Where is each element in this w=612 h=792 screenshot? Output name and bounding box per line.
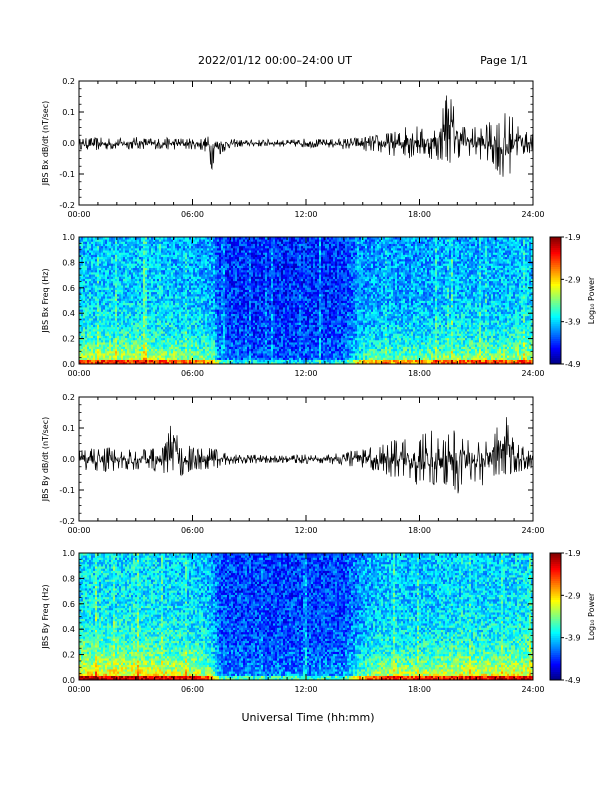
colorbar: -1.9 -2.9 -3.9 -4.9 Log₁₀ Power — [550, 549, 596, 685]
y-axis-label: JBS Bx dB/dt (nT/sec) — [41, 101, 50, 187]
y-tick-label: 0.0 — [62, 139, 75, 148]
page-title: 2022/01/12 00:00–24:00 UT — [198, 54, 352, 67]
page-number: Page 1/1 — [480, 54, 528, 67]
colorbar-tick-label: -4.9 — [565, 360, 581, 369]
y-tick-label: 0.8 — [62, 258, 75, 267]
y-tick-label: 0.2 — [62, 651, 75, 660]
x-axis-label: Universal Time (hh:mm) — [242, 711, 375, 724]
colorbar-tick-label: -2.9 — [565, 275, 581, 284]
x-tick-label: 00:00 — [67, 526, 90, 535]
x-tick-label: 06:00 — [181, 210, 204, 219]
y-tick-label: 0.1 — [62, 424, 75, 433]
colorbar-label: Log₁₀ Power — [587, 276, 596, 324]
x-tick-label: 18:00 — [408, 685, 431, 694]
x-tick-label: 06:00 — [181, 369, 204, 378]
x-tick-label: 18:00 — [408, 210, 431, 219]
panel-1: -0.2 -0.1 0.0 0.1 0.2 00:00 06:00 12:00 18:00 24:… — [41, 77, 545, 219]
y-tick-label: 0.6 — [62, 600, 75, 609]
y-tick-label: -0.2 — [59, 201, 75, 210]
x-tick-label: 00:00 — [67, 685, 90, 694]
panels: -0.2 -0.1 0.0 0.1 0.2 00:00 06:00 12:00 18:00 24:… — [41, 77, 596, 694]
x-tick-label: 24:00 — [521, 369, 544, 378]
colorbar-tick-label: -1.9 — [565, 549, 581, 558]
x-tick-label: 18:00 — [408, 526, 431, 535]
y-tick-label: 0.8 — [62, 574, 75, 583]
panel-2: -1.9 -2.9 -3.9 -4.9 Log₁₀ Power 0.0 0.2 0.4 0.6 0… — [41, 233, 596, 378]
colorbar: -1.9 -2.9 -3.9 -4.9 Log₁₀ Power — [550, 233, 596, 369]
x-tick-label: 00:00 — [67, 210, 90, 219]
x-tick-label: 12:00 — [294, 210, 317, 219]
colorbar-tick-label: -2.9 — [565, 591, 581, 600]
spectrogram-image — [79, 553, 533, 680]
y-tick-label: 0.0 — [62, 455, 75, 464]
x-tick-label: 24:00 — [521, 685, 544, 694]
colorbar-tick-label: -3.9 — [565, 634, 581, 643]
y-tick-label: 0.2 — [62, 335, 75, 344]
plot-frame — [79, 81, 533, 205]
colorbar-tick-label: -3.9 — [565, 318, 581, 327]
spectrogram-image — [79, 237, 533, 364]
y-axis-label: JBS By dB/dt (nT/sec) — [41, 417, 50, 503]
panel-3: -0.2 -0.1 0.0 0.1 0.2 00:00 06:00 12:00 18:00 24:… — [41, 393, 545, 535]
y-tick-label: 0.4 — [62, 625, 75, 634]
y-axis-label: JBS Bx Freq (Hz) — [41, 268, 50, 333]
y-tick-label: -0.1 — [59, 170, 75, 179]
x-tick-label: 24:00 — [521, 526, 544, 535]
y-tick-label: -0.2 — [59, 517, 75, 526]
x-tick-label: 12:00 — [294, 369, 317, 378]
x-tick-label: 24:00 — [521, 210, 544, 219]
x-tick-label: 00:00 — [67, 369, 90, 378]
y-axis-label: JBS By Freq (Hz) — [41, 584, 50, 649]
trace-line — [79, 417, 533, 493]
trace-line — [79, 96, 533, 177]
y-tick-label: 0.2 — [62, 393, 75, 402]
y-tick-label: 0.0 — [62, 676, 75, 685]
x-tick-label: 12:00 — [294, 685, 317, 694]
colorbar-tick-label: -4.9 — [565, 676, 581, 685]
colorbar-tick-label: -1.9 — [565, 233, 581, 242]
y-tick-label: 0.4 — [62, 309, 75, 318]
x-tick-label: 06:00 — [181, 685, 204, 694]
panel-4: -1.9 -2.9 -3.9 -4.9 Log₁₀ Power 0.0 0.2 0.4 0.6 0… — [41, 549, 596, 694]
x-tick-label: 18:00 — [408, 369, 431, 378]
x-tick-label: 06:00 — [181, 526, 204, 535]
y-tick-label: 0.0 — [62, 360, 75, 369]
colorbar-label: Log₁₀ Power — [587, 592, 596, 640]
x-tick-label: 12:00 — [294, 526, 317, 535]
y-tick-label: -0.1 — [59, 486, 75, 495]
y-tick-label: 0.6 — [62, 284, 75, 293]
y-tick-label: 1.0 — [62, 233, 75, 242]
figure: 2022/01/12 00:00–24:00 UT Page 1/1 Unive… — [0, 0, 612, 792]
y-tick-label: 0.2 — [62, 77, 75, 86]
y-tick-label: 1.0 — [62, 549, 75, 558]
y-tick-label: 0.1 — [62, 108, 75, 117]
